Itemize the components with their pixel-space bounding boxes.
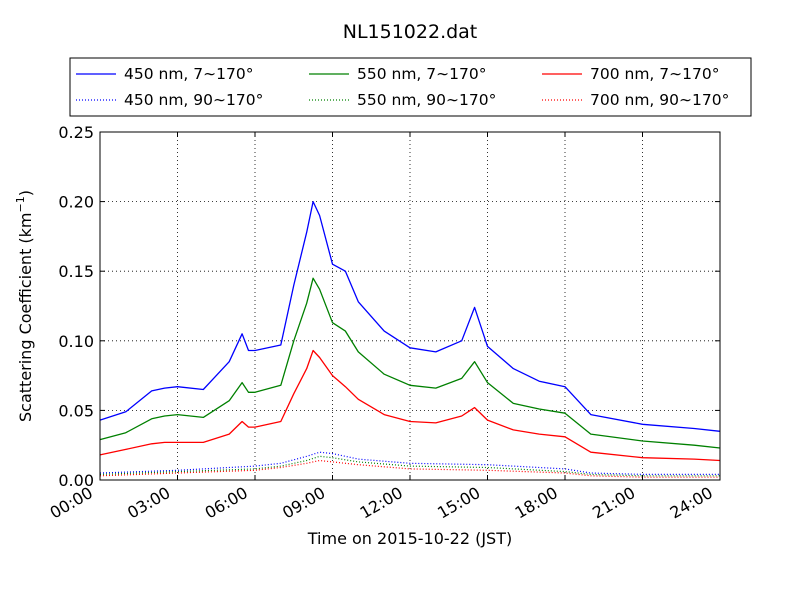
y-axis-label-main: Scattering Coefficient (km: [16, 212, 35, 422]
series-line: [99, 455, 720, 477]
series-line: [99, 277, 721, 449]
legend-frame: [69, 57, 752, 117]
legend-label: 550 nm, 7∼170°: [357, 65, 486, 83]
series-layer: [99, 200, 721, 478]
series-line: [99, 451, 720, 475]
grid-layer: [100, 132, 720, 480]
legend: 450 nm, 7∼170° 550 nm, 7∼170° 700 nm, 7∼17…: [69, 57, 752, 117]
series-line: [99, 200, 721, 432]
legend-label: 550 nm, 90∼170°: [357, 91, 496, 109]
y-axis-label: Scattering Coefficient (km−1): [14, 190, 35, 422]
y-tick-label: 0.05: [58, 401, 94, 420]
legend-label: 450 nm, 7∼170°: [124, 65, 253, 83]
series-line: [99, 459, 720, 478]
legend-label: 700 nm, 90∼170°: [590, 91, 729, 109]
legend-label: 450 nm, 90∼170°: [124, 91, 263, 109]
x-axis-label: Time on 2015-10-22 (JST): [307, 529, 512, 548]
series-line: [99, 349, 721, 462]
chart-title: NL151022.dat: [343, 21, 478, 43]
legend-label: 700 nm, 7∼170°: [590, 65, 719, 83]
y-tick-label: 0.00: [58, 471, 94, 490]
y-axis-label-close: ): [16, 190, 35, 196]
y-axis-label-superscript: −1: [14, 196, 27, 212]
y-tick-label: 0.15: [58, 262, 94, 281]
y-tick-label: 0.10: [58, 332, 94, 351]
y-tick-label: 0.25: [58, 123, 94, 142]
y-tick-label: 0.20: [58, 193, 94, 212]
